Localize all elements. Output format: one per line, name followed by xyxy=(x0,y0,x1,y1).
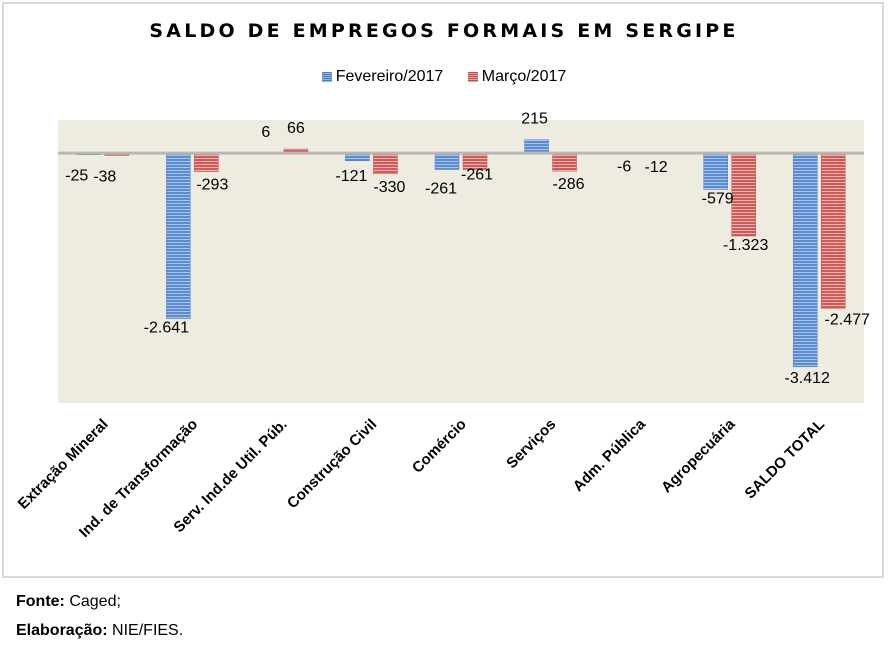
bar-fevereiro-5 xyxy=(524,139,549,154)
bar-marco-7 xyxy=(731,152,756,237)
data-label: -6 xyxy=(617,159,631,176)
data-label: 66 xyxy=(287,120,305,137)
legend: Fevereiro/2017 Março/2017 xyxy=(0,68,888,87)
data-label: -579 xyxy=(702,190,734,207)
category-label: Comércio xyxy=(409,416,470,477)
data-label: -12 xyxy=(645,159,668,176)
credit-label: Elaboração: xyxy=(16,622,108,639)
legend-label: Março/2017 xyxy=(481,68,567,85)
data-label: 6 xyxy=(261,124,270,141)
data-label: -330 xyxy=(373,179,405,196)
category-label: Adm. Pública xyxy=(570,415,650,495)
bar-marco-3 xyxy=(373,152,398,175)
data-label: -261 xyxy=(461,167,493,184)
bar-marco-1 xyxy=(194,152,219,172)
bar-fevereiro-7 xyxy=(703,152,728,190)
legend-swatch-red-icon xyxy=(467,72,478,82)
legend-item-marco: Março/2017 xyxy=(467,68,567,86)
data-label: -3.412 xyxy=(785,370,830,387)
category-label: SALDO TOTAL xyxy=(742,416,828,502)
data-label: -286 xyxy=(553,176,585,193)
source-value: Caged; xyxy=(69,593,121,610)
bar-marco-8 xyxy=(820,152,846,309)
data-label: -2.641 xyxy=(144,320,189,337)
category-label: Construção Civil xyxy=(284,416,380,512)
legend-item-fevereiro: Fevereiro/2017 xyxy=(321,68,444,86)
plot-area xyxy=(58,120,864,403)
data-label: -1.323 xyxy=(723,237,768,254)
chart-title: SALDO DE EMPREGOS FORMAIS EM SERGIPE xyxy=(149,20,739,42)
bar-fevereiro-4 xyxy=(434,152,460,170)
data-label: -38 xyxy=(93,169,116,186)
data-label: 215 xyxy=(521,111,548,128)
data-label: -293 xyxy=(196,177,228,194)
legend-label: Fevereiro/2017 xyxy=(335,68,444,85)
legend-swatch-blue-icon xyxy=(321,72,332,82)
source-label: Fonte: xyxy=(16,593,65,610)
credit-value: NIE/FIES. xyxy=(112,622,184,639)
bar-marco-5 xyxy=(552,152,577,172)
category-label: Serviços xyxy=(503,416,559,472)
credit-note: Elaboração: NIE/FIES. xyxy=(16,622,183,640)
bar-fevereiro-8 xyxy=(792,152,818,368)
category-label: Agropecuária xyxy=(658,415,739,496)
bar-chart: -25 -2.641 6 -121 -261 215 -6 -579 -3.412 -38 -293… xyxy=(15,111,870,541)
data-label: -25 xyxy=(65,168,88,185)
data-label: -121 xyxy=(335,168,367,185)
data-label: -261 xyxy=(425,181,457,198)
source-note: Fonte: Caged; xyxy=(16,593,121,611)
category-label: Extração Mineral xyxy=(15,416,112,513)
data-label: -2.477 xyxy=(825,311,870,328)
bar-fevereiro-1 xyxy=(166,152,191,319)
